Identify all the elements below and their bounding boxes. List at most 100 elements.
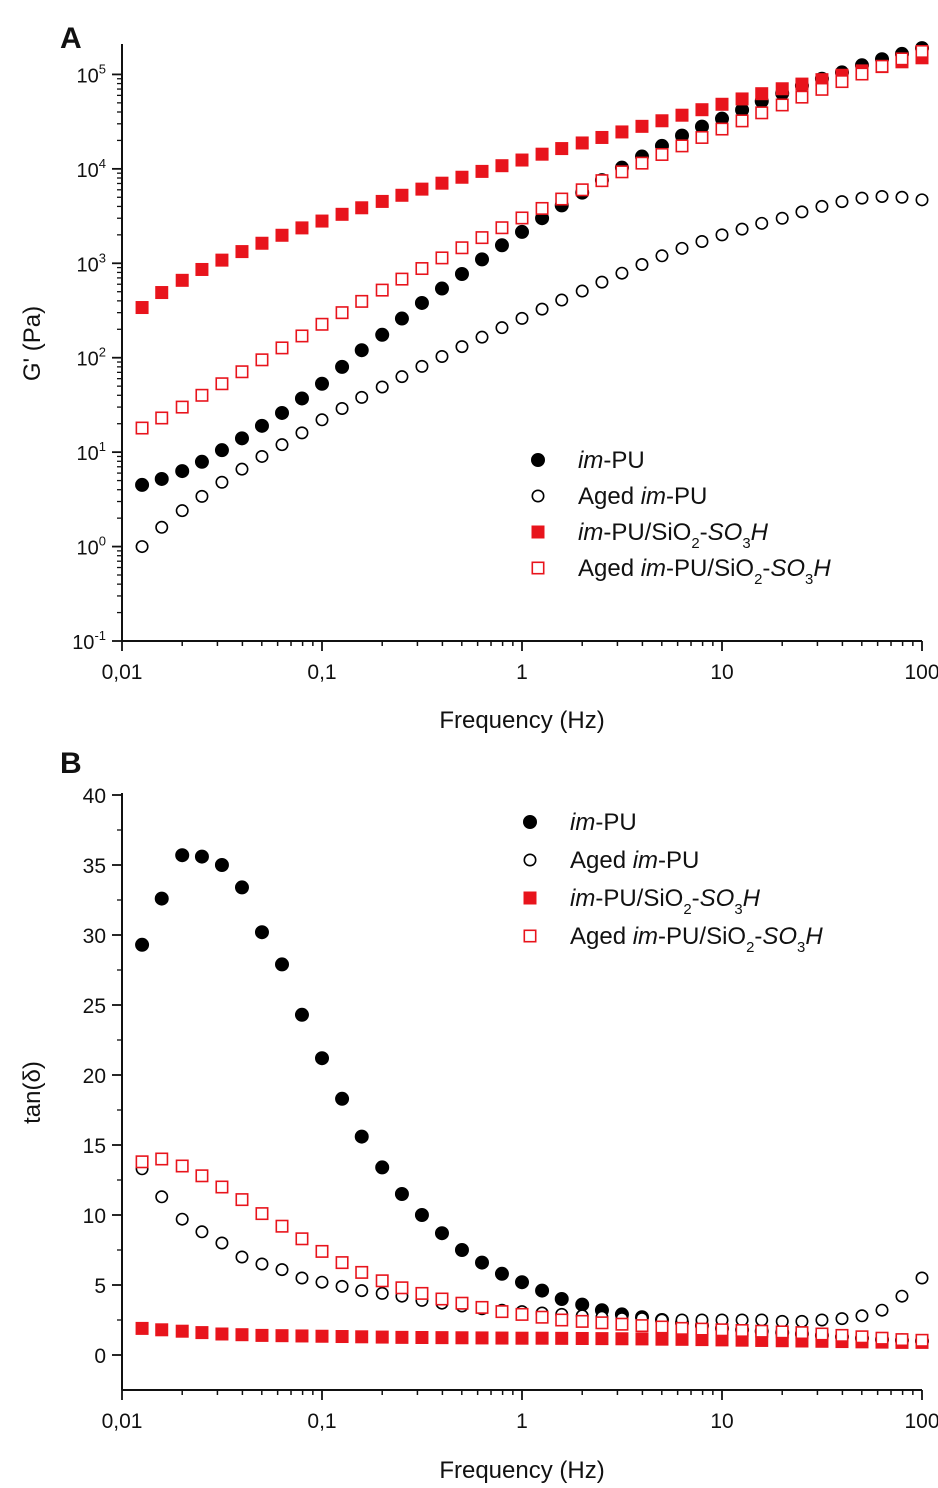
data-point: [435, 176, 449, 190]
data-point: [515, 1307, 529, 1321]
data-point: [455, 1296, 469, 1310]
data-point: [655, 249, 669, 263]
data-point: [295, 329, 309, 343]
data-point: [635, 258, 649, 272]
data-point: [835, 1328, 849, 1342]
data-point: [335, 1330, 349, 1344]
y-tick-label: 35: [83, 855, 106, 878]
y-tick-label: 101: [77, 439, 106, 465]
data-point: [695, 103, 709, 117]
data-point: [495, 159, 509, 173]
data-point: [523, 815, 537, 829]
data-point: [655, 114, 669, 128]
data-point: [295, 1271, 309, 1285]
data-point: [695, 235, 709, 249]
data-point: [595, 174, 609, 188]
data-point: [254, 925, 269, 940]
data-point: [755, 106, 769, 120]
y-tick-label: 104: [77, 156, 106, 182]
y-tick-label: 102: [77, 345, 106, 371]
data-point: [255, 1257, 269, 1271]
data-point: [895, 1333, 909, 1347]
data-point: [675, 1321, 689, 1335]
data-point: [895, 52, 909, 66]
data-point: [175, 400, 189, 414]
data-point: [315, 1244, 329, 1258]
data-point: [215, 475, 229, 489]
data-point: [294, 391, 309, 406]
data-point: [155, 1190, 169, 1204]
data-point: [254, 418, 269, 433]
data-point: [455, 170, 469, 184]
data-point: [675, 1332, 689, 1346]
data-point: [175, 464, 190, 479]
data-point: [855, 1330, 869, 1344]
data-point: [675, 241, 689, 255]
x-tick-label: 1: [516, 1410, 528, 1433]
data-point: [715, 97, 729, 111]
data-point: [495, 221, 509, 235]
data-point: [435, 350, 449, 364]
data-point: [315, 1275, 329, 1289]
data-point: [775, 98, 789, 112]
data-point: [475, 164, 489, 178]
data-point: [375, 1286, 389, 1300]
data-point: [755, 87, 769, 101]
data-point: [455, 340, 469, 354]
panel-label: A: [60, 22, 82, 55]
data-point: [335, 1256, 349, 1270]
x-axis-title: Frequency (Hz): [439, 707, 604, 734]
data-point: [415, 1331, 429, 1344]
data-point: [475, 1331, 489, 1345]
data-point: [735, 114, 749, 128]
data-point: [395, 1281, 409, 1295]
data-point: [394, 311, 409, 326]
data-point: [915, 44, 929, 58]
data-point: [415, 1286, 429, 1300]
data-point: [531, 561, 545, 575]
data-point: [315, 1051, 329, 1066]
data-point: [195, 262, 209, 276]
data-point: [194, 849, 209, 864]
data-point: [215, 1327, 229, 1341]
data-point: [455, 241, 469, 255]
data-point: [555, 192, 569, 206]
data-point: [195, 1326, 209, 1340]
y-axis-title: tan(δ): [19, 1061, 46, 1124]
data-point: [535, 201, 549, 215]
data-point: [135, 937, 150, 952]
data-point: [635, 1319, 649, 1333]
data-point: [555, 1313, 569, 1327]
y-tick-label: 20: [83, 1065, 106, 1088]
data-point: [835, 1312, 849, 1326]
data-point: [295, 221, 309, 235]
data-point: [735, 1324, 749, 1338]
data-point: [815, 82, 829, 96]
y-axis-title: G' (Pa): [19, 306, 46, 381]
data-point: [255, 236, 269, 250]
data-point: [335, 1279, 349, 1293]
data-point: [735, 1313, 749, 1327]
data-point: [275, 228, 289, 242]
data-point: [475, 330, 489, 344]
data-point: [795, 1314, 809, 1328]
x-tick-label: 0,01: [102, 1410, 143, 1433]
data-point: [695, 1322, 709, 1336]
x-tick-label: 0,01: [102, 661, 143, 684]
data-point: [275, 341, 289, 355]
data-point: [575, 1297, 590, 1312]
data-point: [394, 1187, 409, 1201]
data-point: [335, 359, 350, 374]
data-point: [535, 302, 549, 316]
data-point: [735, 222, 749, 236]
data-point: [515, 224, 529, 239]
data-point: [495, 1331, 509, 1345]
data-point: [235, 1193, 249, 1207]
data-point: [335, 207, 349, 221]
data-point: [215, 1180, 229, 1194]
chart-panel-b: B 0,01 0,1 1 10 100 0 5 10 15 20 25 30 35 40 Frequency …: [19, 747, 938, 1484]
y-tick-label: 15: [83, 1135, 106, 1158]
data-point: [275, 1263, 289, 1277]
